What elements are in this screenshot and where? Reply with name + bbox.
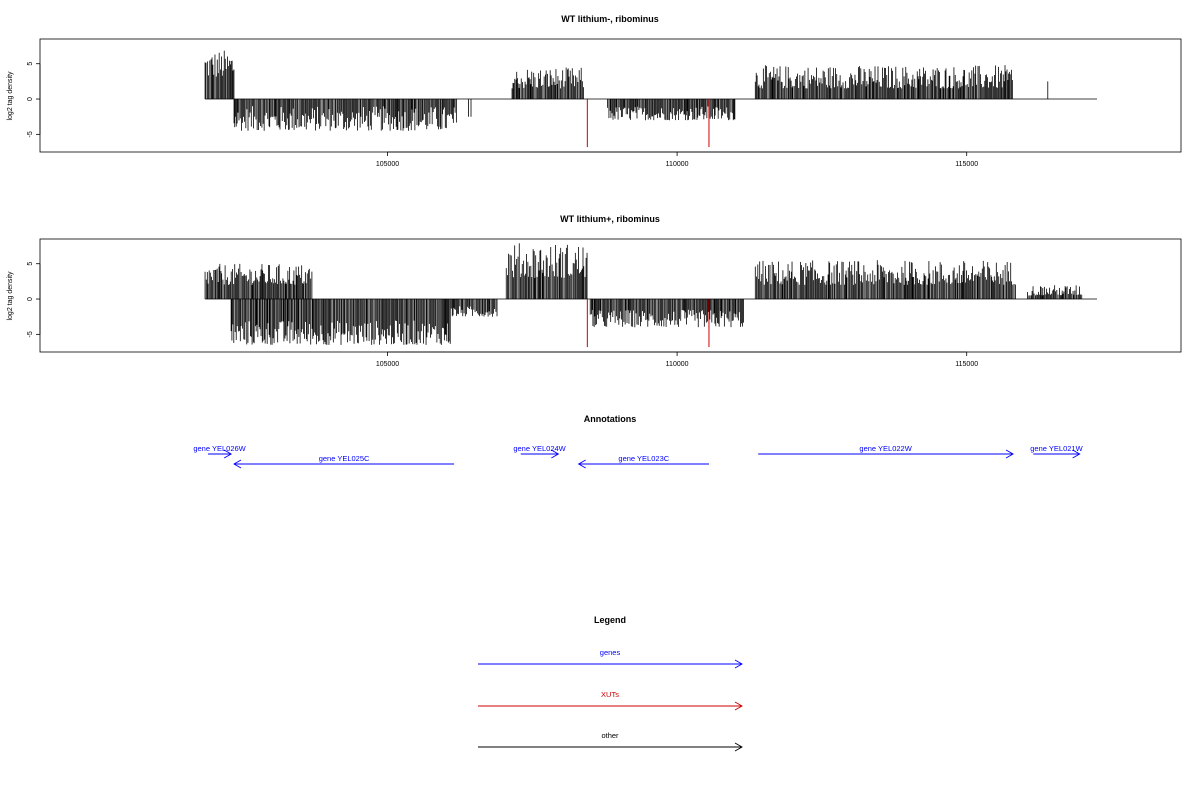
gene-label: gene YEL024W [513,444,566,453]
gene-label: gene YEL022W [859,444,912,453]
gene-label: gene YEL025C [319,454,370,463]
gene-arrowhead [1072,449,1081,459]
panel-title: WT lithium+, ribominus [560,214,660,224]
track-panel-lithium-plus: WT lithium+, ribominus log2 tag density … [7,214,1182,368]
bars-group [204,50,1098,148]
y-tick-label: -5 [27,331,34,337]
x-tick-label: 110000 [666,161,689,168]
gene-arrowhead [233,459,242,469]
gene-arrowhead [223,449,233,459]
legend-arrowhead [734,701,743,711]
legend-arrowhead [734,659,743,669]
annotations-title: Annotations [584,414,637,424]
gene-arrowhead [577,459,586,469]
legend-title: Legend [594,615,626,625]
axes-group: -5 0 5 105000 110000 115000 [27,262,978,368]
gene-label: gene YEL023C [618,454,669,463]
gene-arrowhead [1005,449,1014,459]
gene-label: gene YEL021W [1030,444,1083,453]
track-panel-lithium-minus: WT lithium-, ribominus log2 tag density … [7,14,1182,168]
legend-label: XUTs [601,690,619,699]
y-axis-label: log2 tag density [7,271,14,321]
gene-label: gene YEL026W [193,444,246,453]
gene-arrowhead [551,449,560,459]
legend: Legend genes XUTs other [478,615,743,752]
legend-label: genes [600,648,621,657]
x-tick-label: 110000 [666,361,689,368]
x-tick-label: 105000 [376,161,399,168]
panel-title: WT lithium-, ribominus [561,14,659,24]
x-tick-label: 115000 [955,361,978,368]
y-tick-label: 0 [27,297,34,301]
legend-arrowhead [734,742,743,752]
y-axis-label: log2 tag density [7,71,14,121]
x-tick-label: 105000 [376,361,399,368]
y-tick-label: 5 [27,262,34,266]
bars-group [204,243,1098,348]
legend-label: other [601,731,619,740]
legend-items: genes XUTs other [478,648,743,752]
y-tick-label: -5 [27,131,34,137]
x-tick-label: 115000 [955,161,978,168]
y-tick-label: 5 [27,62,34,66]
y-tick-label: 0 [27,97,34,101]
axes-group: -5 0 5 105000 110000 115000 [27,62,978,168]
genes-group: gene YEL026W gene YEL025C gene YEL024W gene… [193,444,1084,469]
